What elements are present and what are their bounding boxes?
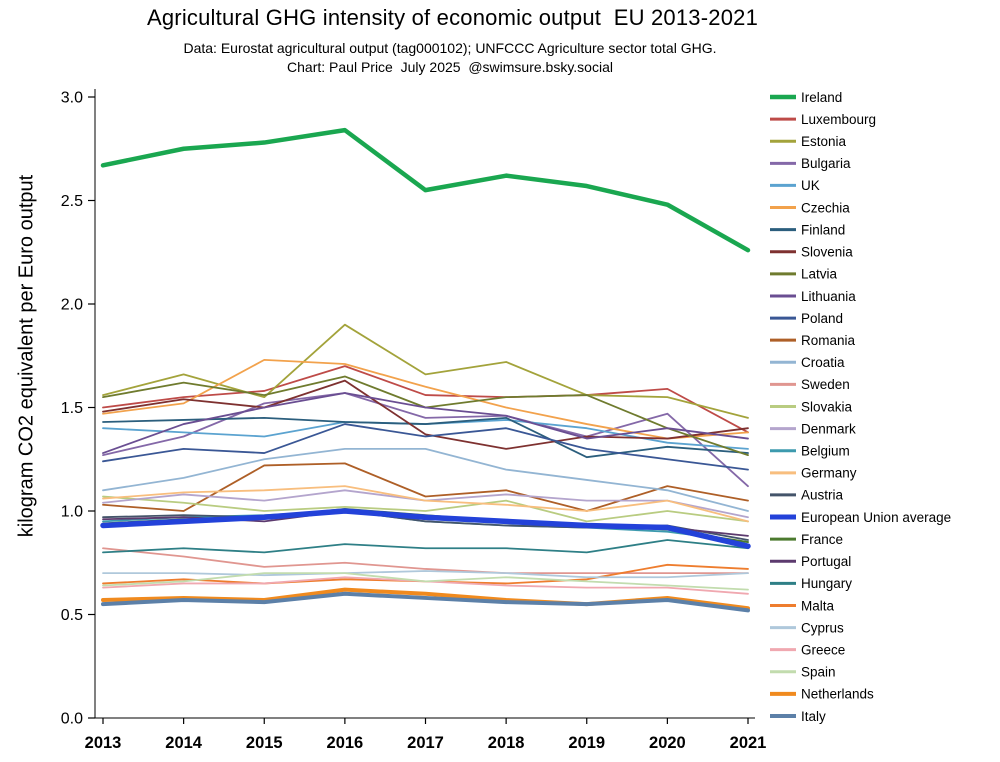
- series-line-poland: [102, 423, 749, 471]
- legend-label: Italy: [801, 709, 826, 724]
- legend-label: Greece: [801, 642, 845, 657]
- series-line-estonia: [102, 323, 749, 419]
- legend-label: Luxembourg: [801, 112, 876, 127]
- legend-item-italy: Italy: [770, 709, 826, 724]
- y-tick-label: 0.0: [61, 711, 83, 728]
- series-line-hungary: [102, 539, 749, 554]
- x-tick-label: 2019: [568, 734, 605, 752]
- legend-item-sweden: Sweden: [770, 377, 850, 392]
- series-line-ireland: [100, 127, 751, 253]
- legend-item-france: France: [770, 532, 843, 547]
- legend-item-germany: Germany: [770, 466, 857, 481]
- x-tick-label: 2014: [165, 734, 203, 752]
- legend-item-slovakia: Slovakia: [770, 399, 853, 414]
- legend-item-austria: Austria: [770, 488, 844, 503]
- legend-item-ireland: Ireland: [770, 90, 842, 105]
- legend-label: Bulgaria: [801, 156, 851, 171]
- x-tick-label: 2017: [407, 734, 444, 752]
- legend-item-netherlands: Netherlands: [770, 687, 874, 702]
- y-tick-label: 3.0: [61, 90, 83, 107]
- legend-label: Slovenia: [801, 245, 853, 260]
- legend-label: Sweden: [801, 377, 850, 392]
- legend-label: Cyprus: [801, 620, 844, 635]
- legend-item-romania: Romania: [770, 333, 856, 348]
- series-line-croatia: [102, 447, 749, 512]
- legend-item-luxembourg: Luxembourg: [770, 112, 876, 127]
- series-line-czechia: [102, 358, 749, 440]
- series-line-spain: [102, 572, 749, 591]
- legend-item-spain: Spain: [770, 665, 836, 680]
- legend-label: Denmark: [801, 421, 856, 436]
- legend-item-bulgaria: Bulgaria: [770, 156, 851, 171]
- x-tick-label: 2013: [85, 734, 122, 752]
- legend-label: Lithuania: [801, 289, 856, 304]
- legend-item-cyprus: Cyprus: [770, 620, 844, 635]
- legend-item-uk: UK: [770, 178, 820, 193]
- series-line-lithuania: [102, 392, 749, 454]
- legend-item-belgium: Belgium: [770, 444, 850, 459]
- legend-label: Finland: [801, 222, 845, 237]
- legend-label: Romania: [801, 333, 856, 348]
- legend-label: Spain: [801, 665, 836, 680]
- series-line-germany: [102, 485, 749, 523]
- x-tick-label: 2020: [649, 734, 686, 752]
- x-tick-label: 2016: [327, 734, 364, 752]
- legend-item-estonia: Estonia: [770, 134, 847, 149]
- legend-label: Netherlands: [801, 687, 874, 702]
- legend-label: Ireland: [801, 90, 842, 105]
- legend-label: Belgium: [801, 444, 850, 459]
- chart-source-note: Data: Eurostat agricultural output (tag0…: [183, 40, 717, 56]
- legend-label: Estonia: [801, 134, 847, 149]
- legend-label: Portugal: [801, 554, 851, 569]
- legend-label: Croatia: [801, 355, 845, 370]
- chart-credit-note: Chart: Paul Price July 2025 @swimsure.bs…: [287, 59, 613, 75]
- series-line-latvia: [102, 375, 749, 457]
- series-line-bulgaria: [102, 392, 749, 488]
- legend-label: Czechia: [801, 200, 850, 215]
- legend-item-malta: Malta: [770, 598, 835, 613]
- legend-item-portugal: Portugal: [770, 554, 851, 569]
- y-tick-label: 2.5: [61, 193, 83, 210]
- x-tick-label: 2021: [730, 734, 767, 752]
- legend-item-latvia: Latvia: [770, 267, 838, 282]
- legend-label: Hungary: [801, 576, 852, 591]
- legend-label: Slovakia: [801, 399, 853, 414]
- legend-item-lithuania: Lithuania: [770, 289, 856, 304]
- legend-item-croatia: Croatia: [770, 355, 845, 370]
- y-tick-label: 1.5: [61, 400, 83, 417]
- legend-item-european-union-average: European Union average: [770, 510, 951, 525]
- legend-item-czechia: Czechia: [770, 200, 850, 215]
- legend-item-slovenia: Slovenia: [770, 245, 853, 260]
- legend-label: Latvia: [801, 267, 838, 282]
- series-line-cyprus: [102, 570, 749, 579]
- y-tick-label: 2.0: [61, 297, 83, 314]
- legend-label: Malta: [801, 598, 835, 613]
- legend-item-hungary: Hungary: [770, 576, 852, 591]
- y-tick-label: 0.5: [61, 607, 83, 624]
- chart-title: Agricultural GHG intensity of economic o…: [147, 5, 758, 30]
- series-line-italy: [101, 591, 750, 613]
- y-tick-label: 1.0: [61, 504, 83, 521]
- x-tick-label: 2015: [246, 734, 283, 752]
- series-line-european-union-average: [100, 508, 751, 549]
- legend-item-greece: Greece: [770, 642, 845, 657]
- legend-label: Austria: [801, 488, 844, 503]
- legend-item-poland: Poland: [770, 311, 843, 326]
- legend-label: European Union average: [801, 510, 951, 525]
- legend-label: Poland: [801, 311, 843, 326]
- series-line-slovenia: [102, 379, 749, 450]
- legend-label: France: [801, 532, 843, 547]
- series-line-sweden: [102, 547, 749, 574]
- legend-label: Germany: [801, 466, 857, 481]
- legend-item-finland: Finland: [770, 222, 845, 237]
- series-line-luxembourg: [102, 365, 749, 434]
- x-tick-label: 2018: [488, 734, 525, 752]
- legend-label: UK: [801, 178, 820, 193]
- legend-item-denmark: Denmark: [770, 421, 856, 436]
- series-line-slovakia: [102, 495, 749, 523]
